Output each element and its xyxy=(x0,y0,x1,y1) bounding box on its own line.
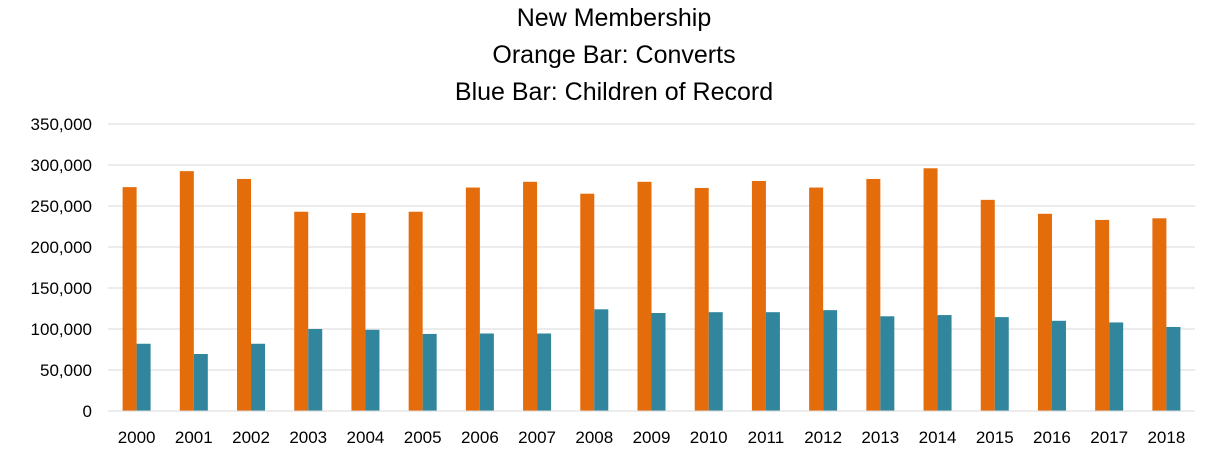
x-tick-label: 2004 xyxy=(347,428,385,447)
y-tick-label: 0 xyxy=(83,402,92,421)
x-tick-label: 2005 xyxy=(404,428,442,447)
bar-series-2-2000 xyxy=(136,343,151,411)
bar-series-1-2013 xyxy=(866,178,881,411)
x-tick-label: 2014 xyxy=(919,428,957,447)
bar-series-1-2001 xyxy=(179,171,194,411)
bar-series-1-2006 xyxy=(465,187,480,411)
y-tick-label: 350,000 xyxy=(31,115,92,134)
y-tick-label: 100,000 xyxy=(31,320,92,339)
y-tick-label: 150,000 xyxy=(31,279,92,298)
y-tick-label: 250,000 xyxy=(31,197,92,216)
bar-series-2-2015 xyxy=(994,317,1009,411)
bar-series-1-2000 xyxy=(122,187,137,411)
bar-series-2-2010 xyxy=(708,312,723,411)
x-tick-label: 2015 xyxy=(976,428,1014,447)
bar-series-2-2005 xyxy=(422,333,437,411)
bar-series-2-2014 xyxy=(937,315,952,411)
bar-series-2-2009 xyxy=(651,313,666,411)
bar-series-1-2008 xyxy=(580,193,595,411)
bar-series-2-2013 xyxy=(880,316,895,411)
x-tick-label: 2008 xyxy=(575,428,613,447)
bar-series-2-2006 xyxy=(479,333,494,411)
x-tick-label: 2003 xyxy=(289,428,327,447)
bar-series-1-2002 xyxy=(237,178,252,411)
chart-subtitle-line-1: Orange Bar: Converts xyxy=(492,41,736,69)
x-tick-label: 2006 xyxy=(461,428,499,447)
x-tick-label: 2000 xyxy=(118,428,156,447)
bar-series-1-2003 xyxy=(294,211,309,411)
bar-series-2-2002 xyxy=(251,343,266,411)
bar-series-1-2007 xyxy=(523,181,538,411)
chart-title: New Membership xyxy=(516,4,712,32)
bar-series-1-2009 xyxy=(637,181,652,411)
bar-series-1-2018 xyxy=(1152,218,1167,411)
bar-series-1-2010 xyxy=(694,187,709,411)
bar-series-2-2012 xyxy=(823,310,838,411)
bar-series-2-2016 xyxy=(1051,320,1066,411)
bar-series-2-2004 xyxy=(365,329,380,411)
x-tick-label: 2010 xyxy=(690,428,728,447)
x-tick-label: 2002 xyxy=(232,428,270,447)
bar-series-1-2005 xyxy=(408,211,423,411)
bar-series-2-2003 xyxy=(308,329,323,411)
bar-series-1-2017 xyxy=(1095,219,1110,411)
chart-title-block: New Membership Orange Bar: Converts Blue… xyxy=(0,0,1206,111)
y-tick-label: 200,000 xyxy=(31,238,92,257)
bar-series-1-2012 xyxy=(809,187,824,411)
bar-series-2-2007 xyxy=(537,333,552,411)
chart-subtitle-line-2: Blue Bar: Children of Record xyxy=(454,78,774,106)
bar-series-2-2011 xyxy=(765,312,780,411)
x-tick-label: 2016 xyxy=(1033,428,1071,447)
x-tick-label: 2018 xyxy=(1147,428,1185,447)
bar-series-2-2001 xyxy=(193,354,208,411)
bar-series-2-2017 xyxy=(1109,322,1124,411)
x-tick-label: 2012 xyxy=(804,428,842,447)
bar-series-1-2004 xyxy=(351,212,366,411)
x-tick-label: 2001 xyxy=(175,428,213,447)
x-tick-label: 2007 xyxy=(518,428,556,447)
bar-series-2-2008 xyxy=(594,309,609,411)
bar-series-1-2014 xyxy=(923,168,938,411)
y-tick-label: 300,000 xyxy=(31,156,92,175)
x-tick-label: 2013 xyxy=(861,428,899,447)
bar-series-1-2016 xyxy=(1037,213,1052,411)
bar-series-2-2018 xyxy=(1166,326,1181,411)
x-tick-label: 2009 xyxy=(633,428,671,447)
y-tick-label: 50,000 xyxy=(40,361,92,380)
bar-series-1-2015 xyxy=(980,199,995,411)
bar-series-1-2011 xyxy=(751,180,766,411)
x-tick-label: 2011 xyxy=(748,428,785,447)
x-tick-label: 2017 xyxy=(1090,428,1128,447)
